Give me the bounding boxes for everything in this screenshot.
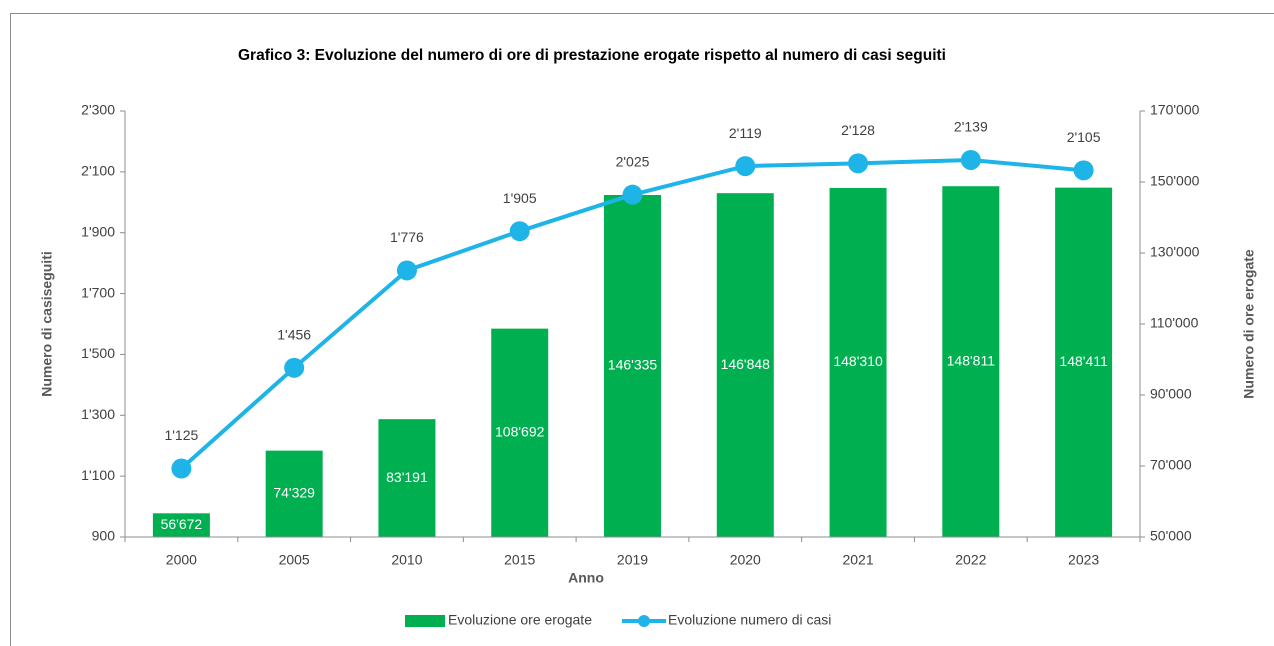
y2-tick-label: 130'000: [1150, 244, 1200, 260]
bar-value-label: 56'672: [161, 516, 203, 532]
y2-tick-label: 150'000: [1150, 173, 1200, 189]
y2-tick-label: 170'000: [1150, 102, 1200, 118]
line-value-label: 2'119: [729, 125, 762, 141]
y2-tick-label: 70'000: [1150, 457, 1192, 473]
line-marker: [171, 458, 192, 479]
line-marker: [396, 260, 417, 281]
line-marker: [509, 221, 530, 242]
y-tick-label: 2'100: [81, 163, 115, 179]
x-tick-label: 2015: [504, 552, 535, 568]
x-axis-title: Anno: [568, 570, 604, 586]
y-tick-label: 1'100: [81, 467, 115, 483]
line-value-label: 2'105: [1067, 129, 1101, 145]
bar: [604, 195, 661, 538]
legend-swatch: [405, 615, 445, 627]
y-tick-label: 1'300: [81, 406, 115, 422]
line-value-label: 2'128: [841, 122, 875, 138]
y2-tick-label: 90'000: [1150, 386, 1192, 402]
line-marker: [848, 153, 869, 174]
line-value-label: 1'776: [390, 229, 424, 245]
x-tick-label: 2020: [730, 552, 761, 568]
line-marker: [622, 184, 643, 205]
x-tick-label: 2005: [279, 552, 310, 568]
y-tick-label: 2'300: [81, 102, 115, 118]
bar: [491, 328, 549, 537]
bar: [265, 450, 323, 537]
y2-axis-title: Numero di ore erogate: [1241, 249, 1257, 399]
line-value-label: 1'905: [503, 190, 537, 206]
y-tick-label: 1'700: [81, 284, 115, 300]
x-tick-label: 2000: [166, 552, 197, 568]
bar-value-label: 83'191: [386, 469, 428, 485]
legend-swatch-marker: [638, 615, 650, 627]
bar-value-label: 148'411: [1059, 353, 1108, 369]
bar-value-label: 148'811: [947, 352, 996, 368]
y-tick-label: 900: [92, 528, 116, 544]
bar-value-label: 148'310: [833, 353, 883, 369]
bar: [1055, 187, 1113, 538]
chart-title: Grafico 3: Evoluzione del numero di ore …: [238, 47, 946, 64]
bar: [152, 513, 210, 537]
y2-tick-label: 110'000: [1150, 315, 1199, 331]
bar-value-label: 146'335: [608, 357, 658, 373]
y-tick-label: 1'900: [81, 223, 115, 239]
bar-value-label: 74'329: [273, 485, 315, 501]
y2-tick-label: 50'000: [1150, 528, 1192, 544]
bar: [829, 187, 887, 537]
y-axis-title: Numero di casiseguiti: [39, 251, 55, 396]
line-marker: [1073, 160, 1094, 181]
x-tick-label: 2023: [1068, 552, 1099, 568]
line-marker: [960, 149, 981, 170]
y-tick-label: 1'500: [81, 345, 115, 361]
bar-value-label: 146'848: [721, 356, 771, 372]
x-tick-label: 2010: [391, 552, 422, 568]
legend-label: Evoluzione ore erogate: [448, 612, 592, 628]
line-value-label: 1'456: [277, 327, 311, 343]
line-marker: [735, 156, 756, 177]
line-value-label: 1'125: [164, 427, 198, 443]
bar: [378, 419, 436, 537]
bar: [716, 193, 774, 537]
line-marker: [284, 357, 305, 378]
line-value-label: 2'139: [954, 119, 988, 135]
chart-frame: [10, 13, 1274, 646]
x-tick-label: 2019: [617, 552, 648, 568]
bar-value-label: 108'692: [495, 424, 545, 440]
bar: [942, 186, 1000, 537]
x-tick-label: 2022: [955, 552, 986, 568]
line-value-label: 2'025: [616, 153, 650, 169]
legend-label: Evoluzione numero di casi: [668, 612, 831, 628]
x-tick-label: 2021: [842, 552, 873, 568]
